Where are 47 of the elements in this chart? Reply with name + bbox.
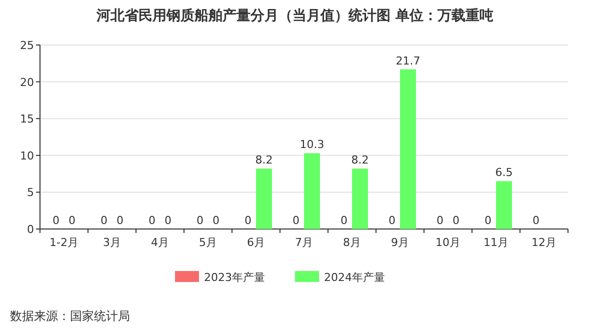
data-label: 21.7 [396, 54, 420, 68]
data-label: 0 [244, 214, 252, 227]
bar [352, 168, 368, 229]
y-tick-label: 25 [20, 39, 34, 52]
x-tick-label: 6月 [247, 236, 265, 249]
y-tick-label: 15 [20, 112, 34, 126]
bar [496, 181, 512, 229]
bar [400, 69, 416, 229]
data-label: 0 [212, 214, 220, 227]
x-tick-label: 7月 [295, 236, 313, 249]
x-tick-label: 3月 [103, 236, 121, 249]
data-label: 8.2 [255, 154, 273, 167]
x-tick-label: 12月 [532, 236, 556, 249]
x-tick-label: 10月 [436, 236, 460, 249]
data-label: 0 [436, 214, 444, 227]
data-label: 0 [484, 214, 492, 227]
data-label: 0 [68, 214, 76, 227]
y-tick-label: 20 [20, 76, 34, 89]
data-label: 8.2 [351, 154, 369, 167]
y-tick-label: 0 [27, 223, 34, 236]
data-label: 0 [52, 214, 60, 227]
data-label: 0 [292, 214, 300, 227]
x-tick-label: 8月 [343, 236, 361, 249]
source-note: 数据来源：国家统计局 [10, 309, 130, 323]
x-tick-label: 1-2月 [50, 236, 78, 249]
data-label: 0 [452, 214, 460, 227]
legend-label: 2023年产量 [204, 271, 265, 284]
data-label: 0 [148, 214, 156, 227]
data-label: 0 [532, 214, 540, 227]
chart-title: 河北省民用钢质船舶产量分月（当月值）统计图 单位：万载重吨 [96, 7, 494, 24]
data-label: 0 [340, 214, 348, 227]
bar [304, 153, 320, 229]
y-tick-label: 10 [20, 149, 34, 162]
x-tick-label: 9月 [391, 236, 409, 249]
data-label: 0 [100, 214, 108, 227]
data-label: 6.5 [495, 166, 513, 180]
x-tick-label: 11月 [484, 236, 508, 249]
data-label: 10.3 [300, 138, 324, 152]
data-label: 0 [164, 214, 172, 227]
y-tick-label: 5 [27, 186, 34, 200]
x-tick-label: 5月 [199, 236, 217, 249]
bar [256, 168, 272, 229]
data-label: 0 [388, 214, 396, 227]
legend-label: 2024年产量 [324, 271, 385, 284]
data-label: 0 [196, 214, 204, 227]
x-tick-label: 4月 [151, 236, 169, 249]
data-label: 0 [116, 214, 124, 227]
